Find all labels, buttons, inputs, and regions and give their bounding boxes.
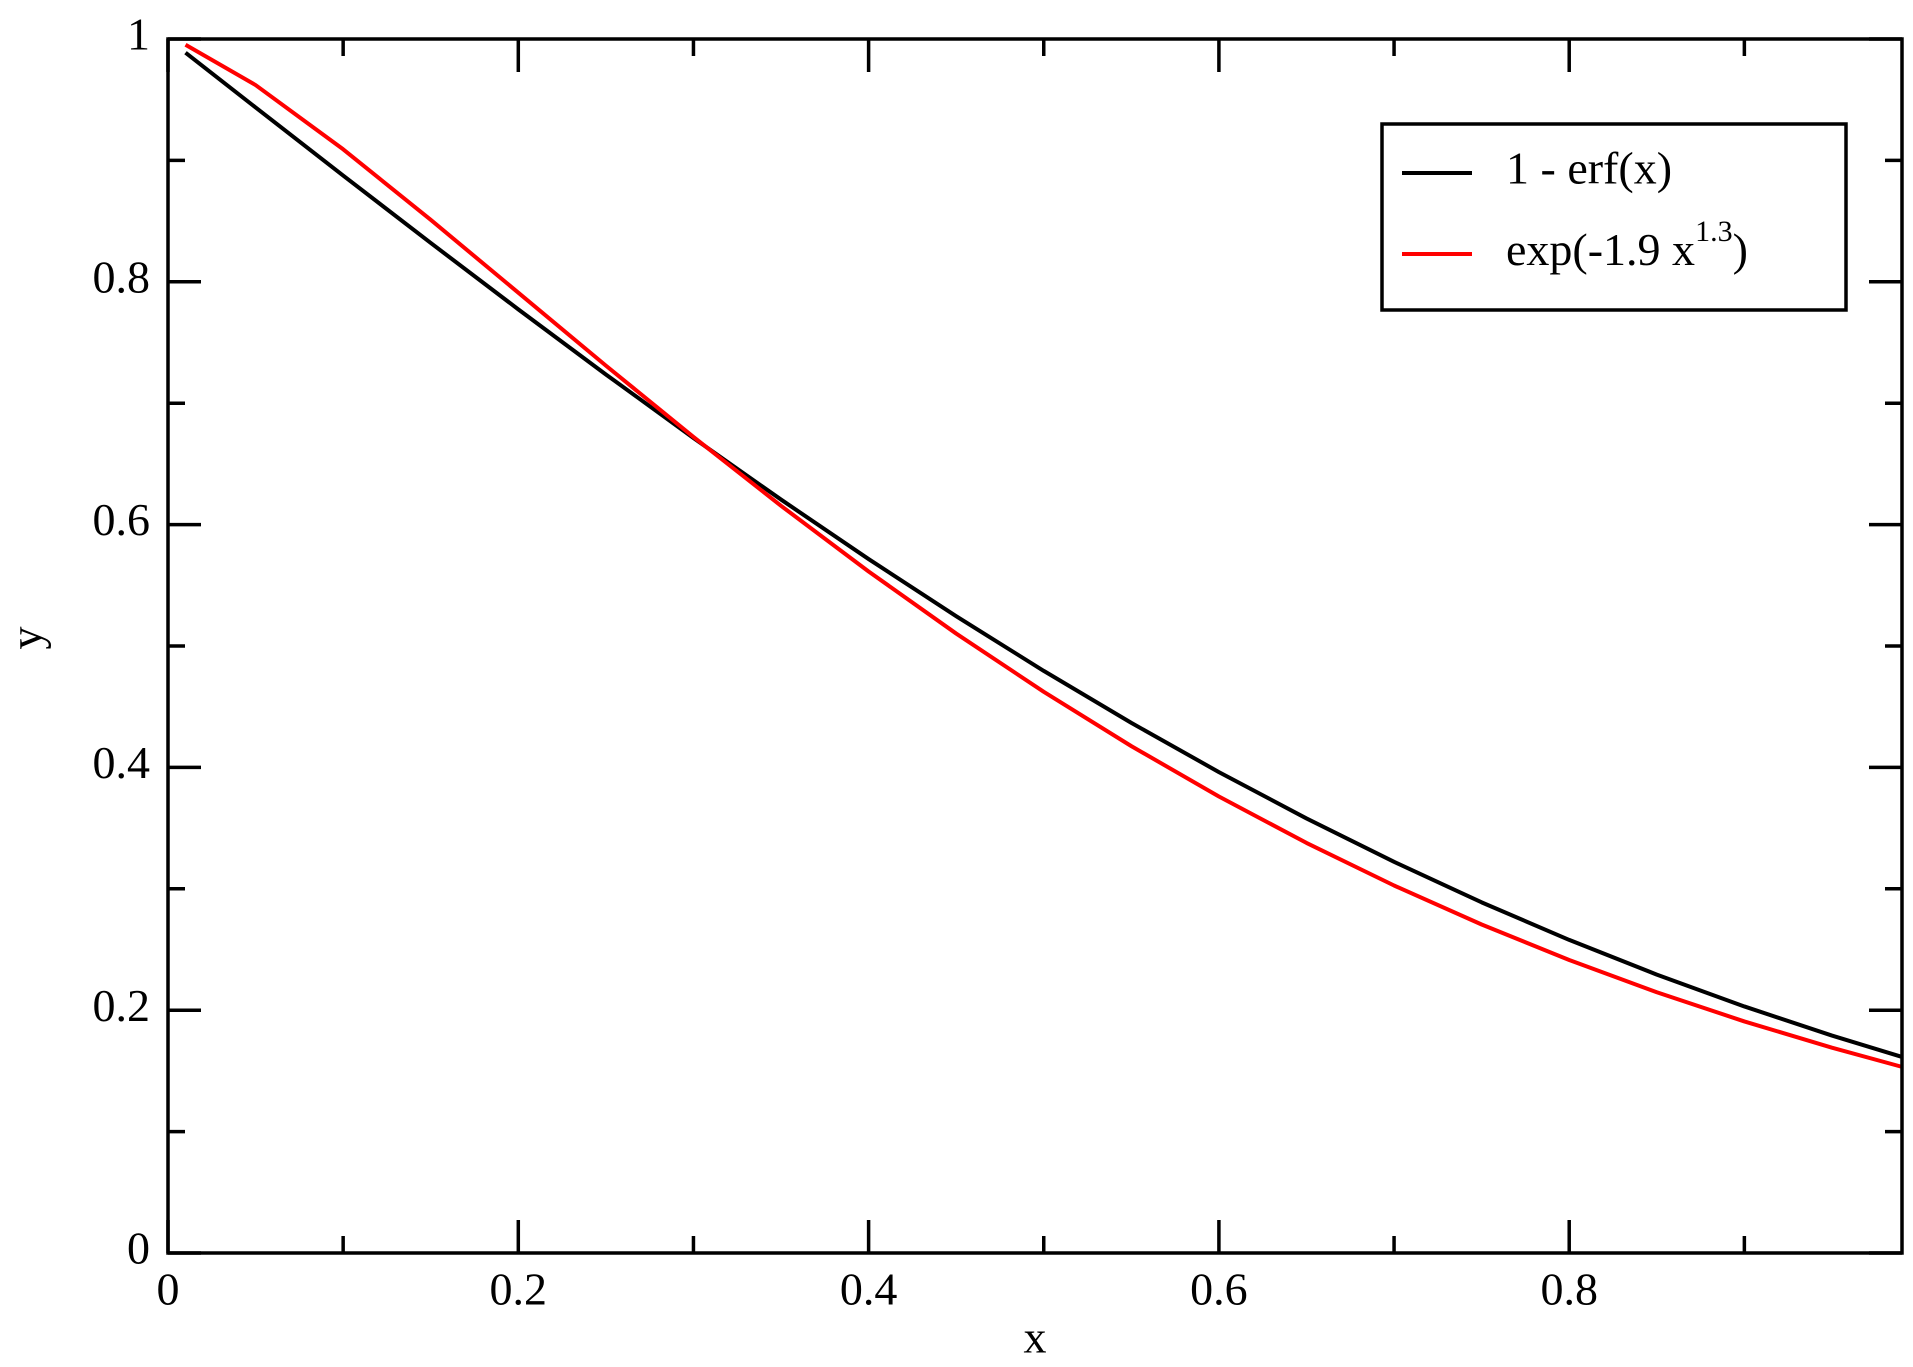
- y-tick-label: 1: [127, 9, 150, 60]
- x-tick-label: 0.2: [490, 1264, 548, 1315]
- y-tick-label: 0.4: [93, 737, 151, 788]
- y-tick-label: 0.8: [93, 251, 151, 302]
- y-tick-label: 0.6: [93, 494, 151, 545]
- series-line: [184, 43, 1903, 1069]
- y-axis-label: y: [1, 627, 52, 650]
- legend-label: 1 - erf(x): [1506, 143, 1672, 194]
- x-tick-label: 0.4: [840, 1264, 898, 1315]
- plot-frame: [166, 37, 1904, 1255]
- x-tick-label: 0: [157, 1264, 180, 1315]
- y-tick-label: 0.2: [93, 980, 151, 1031]
- series-line: [184, 51, 1903, 1059]
- x-tick-label: 0.8: [1540, 1264, 1598, 1315]
- legend-label: exp(-1.9 x1.3): [1506, 215, 1748, 275]
- x-axis-label: x: [1024, 1312, 1047, 1363]
- y-tick-label: 0: [127, 1223, 150, 1274]
- x-tick-label: 0.6: [1190, 1264, 1248, 1315]
- legend-box: [1380, 122, 1848, 312]
